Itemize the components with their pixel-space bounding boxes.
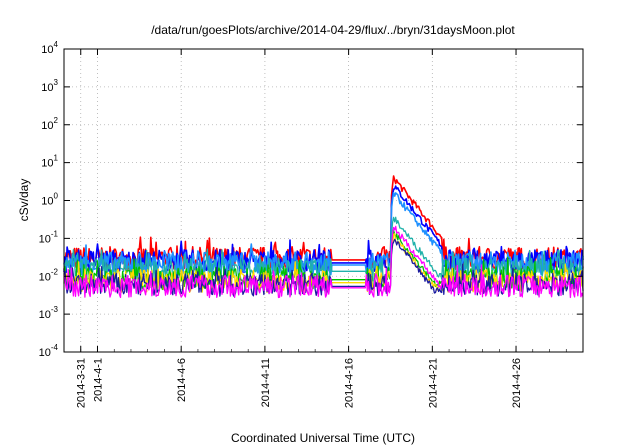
x-tick-label: 2014-4-16 bbox=[344, 358, 356, 408]
plot-frame bbox=[63, 48, 584, 353]
x-tick-label: 2014-4-26 bbox=[511, 358, 523, 408]
x-tick-label: 2014-4-6 bbox=[176, 358, 188, 402]
x-ticks: 2014-3-31 2014-4-1 2014-4-6 2014-4-11 2014-4… bbox=[76, 49, 567, 408]
x-tick-label: 2014-4-21 bbox=[427, 358, 439, 408]
y-tick-label: 10-3 bbox=[39, 305, 59, 321]
series-group bbox=[63, 175, 584, 299]
y-tick-label: 100 bbox=[41, 192, 58, 208]
x-tick-label: 2014-4-1 bbox=[92, 358, 104, 402]
y-tick-label: 10-2 bbox=[39, 267, 59, 283]
y-axis-label: cSv/day bbox=[17, 179, 31, 222]
x-axis-label: Coordinated Universal Time (UTC) bbox=[231, 431, 415, 445]
y-tick-label: 10-4 bbox=[39, 343, 59, 359]
y-tick-label: 10-1 bbox=[39, 229, 59, 245]
y-tick-label: 103 bbox=[41, 78, 58, 94]
y-tick-label: 101 bbox=[41, 154, 58, 170]
x-tick-label: 2014-3-31 bbox=[76, 358, 88, 408]
grid bbox=[64, 49, 583, 352]
x-tick-label: 2014-4-11 bbox=[260, 358, 272, 407]
y-tick-label: 104 bbox=[41, 40, 58, 56]
y-ticks: 10-4 10-3 10-2 10-1 100 101 102 103 104 bbox=[39, 40, 583, 359]
series-line bbox=[63, 225, 584, 299]
y-tick-label: 102 bbox=[41, 116, 58, 132]
chart-title: /data/run/goesPlots/archive/2014-04-29/f… bbox=[151, 23, 515, 37]
